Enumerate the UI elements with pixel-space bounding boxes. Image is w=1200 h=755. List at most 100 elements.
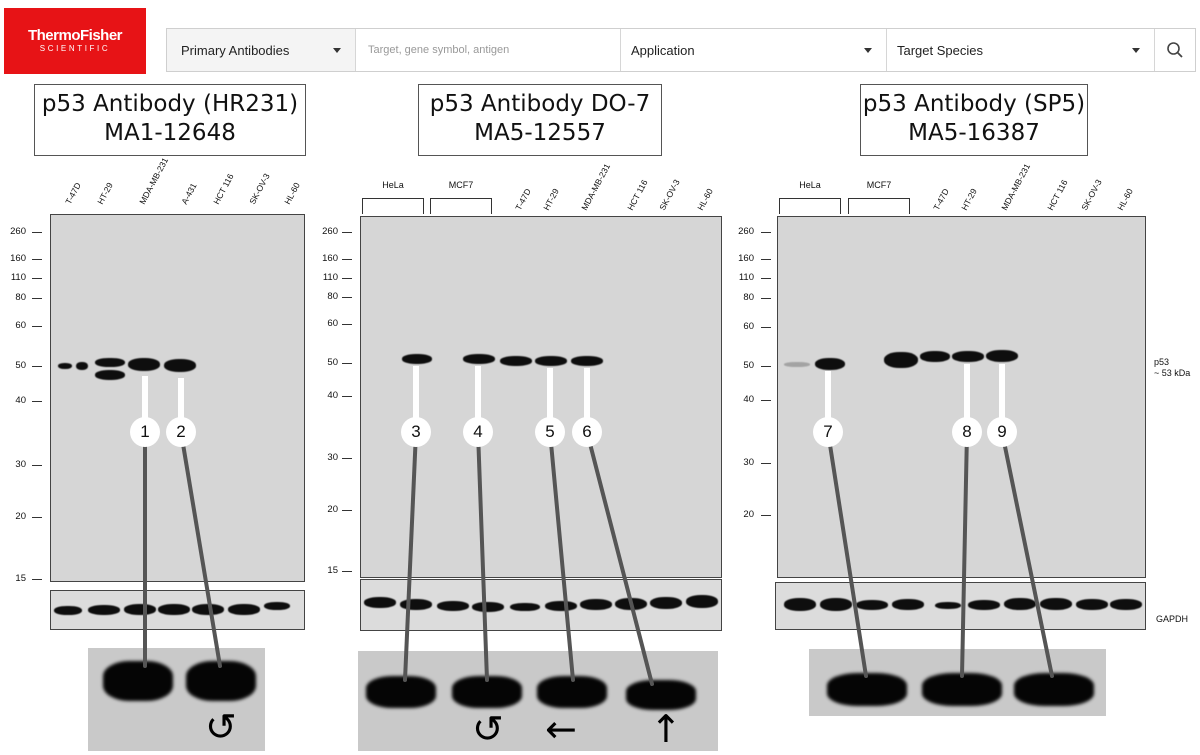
mw-tick [761, 259, 771, 260]
zoom-band [922, 673, 1002, 706]
p53-band [920, 351, 950, 362]
mw-tick [32, 465, 42, 466]
up-arrow-icon: ↑ [650, 707, 682, 751]
mw-marker: 15 [327, 565, 338, 576]
mw-marker: 80 [743, 292, 754, 303]
gapdh-band [545, 601, 577, 611]
mw-tick [342, 396, 352, 397]
p53-band [535, 356, 567, 366]
zoom-band [1014, 673, 1094, 706]
mw-marker: 110 [10, 272, 26, 283]
gapdh-band [192, 604, 224, 615]
p53-band [164, 359, 196, 372]
mw-marker: 20 [15, 511, 26, 522]
panel1-lane-label: HT-29 [95, 180, 115, 206]
panel1-lane-label: HL-60 [282, 180, 302, 206]
mw-marker: 60 [15, 320, 26, 331]
mw-tick [342, 510, 352, 511]
mw-tick [32, 366, 42, 367]
panel1-lane-label: T-47D [63, 180, 83, 206]
p53-band [500, 356, 532, 366]
gapdh-band [88, 605, 120, 615]
gapdh-band [968, 600, 1000, 610]
panel1-title-name: p53 Antibody (HR231) [41, 91, 299, 117]
caret-down-icon [333, 48, 341, 53]
p53-band [986, 350, 1018, 362]
mw-tick [32, 232, 42, 233]
mw-tick [342, 458, 352, 459]
p53-band [571, 356, 603, 366]
application-dropdown[interactable]: Application [621, 29, 887, 71]
gapdh-band [158, 604, 190, 615]
gapdh-band [124, 604, 156, 615]
group-bracket [362, 198, 424, 214]
rotate-arrow-icon: ↺ [472, 707, 504, 751]
panel3-lane-label: MDA-MB-231 [999, 161, 1033, 212]
panel3-catalog-number: MA5-16387 [908, 120, 1040, 146]
gapdh-band [820, 598, 852, 611]
gapdh-band [1040, 598, 1072, 610]
gapdh-band [580, 599, 612, 610]
p53-band [128, 358, 160, 371]
caret-down-icon [864, 48, 872, 53]
search-input-wrap [356, 29, 621, 71]
panel1-blot [50, 214, 305, 582]
mw-tick [342, 259, 352, 260]
thermofisher-logo[interactable]: ThermoFisher SCIENTIFIC [4, 8, 146, 74]
mw-marker: 20 [743, 509, 754, 520]
mw-tick [761, 463, 771, 464]
target-species-dropdown[interactable]: Target Species [887, 29, 1155, 71]
panel2-lane-label: HCT 116 [625, 177, 650, 212]
mw-marker: 50 [15, 360, 26, 371]
search-icon [1167, 42, 1183, 58]
panel2-title: p53 Antibody DO-7 MA5-12557 [418, 84, 662, 156]
panel3-title-name: p53 Antibody (SP5) [862, 91, 1086, 117]
mw-marker: 40 [327, 390, 338, 401]
callout-1: 1 [130, 417, 160, 447]
callout-9: 9 [987, 417, 1017, 447]
gapdh-band [264, 602, 290, 610]
group-label-hela: HeLa [382, 180, 404, 190]
mw-tick [32, 517, 42, 518]
gapdh-band [1004, 598, 1036, 610]
mw-marker: 80 [327, 291, 338, 302]
mw-marker: 160 [10, 253, 26, 264]
logo-wordmark: ThermoFisher [27, 27, 123, 44]
search-button[interactable] [1155, 29, 1195, 71]
p53-band [884, 352, 918, 368]
panel1-lane-label: A-431 [179, 181, 199, 206]
mw-tick [761, 232, 771, 233]
panel2-title-name: p53 Antibody DO-7 [429, 91, 651, 117]
panel3-title: p53 Antibody (SP5) MA5-16387 [860, 84, 1088, 156]
p53-band [95, 370, 125, 380]
mw-marker: 50 [327, 357, 338, 368]
gapdh-band [54, 606, 82, 615]
mw-tick [342, 324, 352, 325]
application-label: Application [631, 42, 695, 58]
p53-band [76, 362, 88, 370]
gapdh-band [1110, 599, 1142, 610]
panel3-lane-label: T-47D [931, 186, 951, 212]
mw-tick [342, 297, 352, 298]
p53-band [402, 354, 432, 364]
primary-antibodies-dropdown[interactable]: Primary Antibodies [167, 29, 356, 71]
callout-3: 3 [401, 417, 431, 447]
panel2-lane-label: MDA-MB-231 [579, 161, 613, 212]
gapdh-band [437, 601, 469, 611]
gapdh-band [784, 598, 816, 611]
callout-6: 6 [572, 417, 602, 447]
mw-tick [761, 515, 771, 516]
mw-tick [342, 278, 352, 279]
panel1-catalog-number: MA1-12648 [104, 120, 236, 146]
p53-band [58, 363, 72, 369]
mw-tick [342, 232, 352, 233]
search-input[interactable] [356, 29, 620, 71]
group-bracket [430, 198, 492, 214]
mw-marker: 160 [738, 253, 754, 264]
mw-marker: 260 [738, 226, 754, 237]
mw-tick [32, 326, 42, 327]
panel2-lane-label: HL-60 [695, 186, 715, 212]
zoom-band [366, 676, 436, 708]
gapdh-band [1076, 599, 1108, 610]
gapdh-band [856, 600, 888, 610]
